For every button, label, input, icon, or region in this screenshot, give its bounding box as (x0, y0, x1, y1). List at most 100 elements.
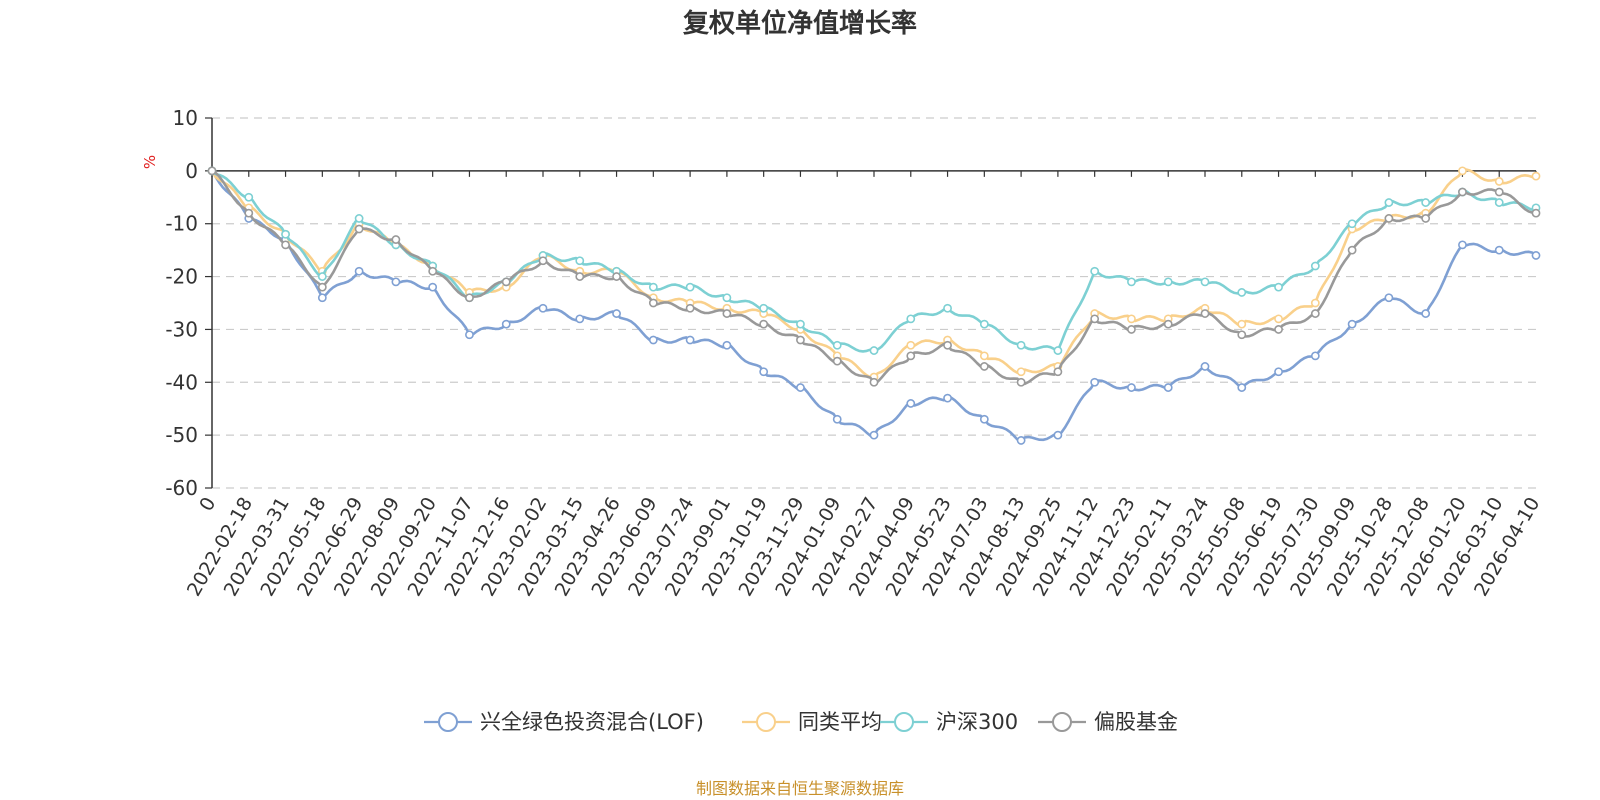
data-point (722, 293, 732, 303)
data-point (869, 346, 879, 355)
data-point (244, 208, 254, 218)
data-point (759, 303, 769, 313)
data-point (354, 266, 364, 276)
data-point (1310, 351, 1320, 361)
data-point (1237, 330, 1247, 340)
data-point (832, 414, 842, 424)
data-point (1531, 171, 1541, 181)
data-point (1347, 319, 1357, 329)
legend: 兴全绿色投资混合(LOF) 同类平均 沪深300 偏股基金 (424, 710, 1178, 734)
y-tick-label: -50 (165, 423, 198, 447)
y-tick-label: -10 (165, 212, 198, 236)
legend-label: 同类平均 (798, 710, 882, 734)
data-point (1237, 319, 1247, 329)
legend-item[interactable]: 沪深300 (880, 710, 1018, 734)
data-point (1200, 309, 1210, 318)
data-point (1310, 298, 1320, 308)
data-point (1016, 377, 1026, 387)
data-point (1274, 325, 1283, 334)
data-point (1090, 377, 1100, 387)
data-point (391, 277, 401, 287)
data-point (1016, 436, 1026, 445)
x-tick-label: 0 (195, 494, 220, 515)
data-point (759, 367, 769, 377)
data-point (1421, 309, 1431, 318)
y-unit-label: % (141, 155, 159, 169)
data-point (832, 340, 842, 350)
legend-item[interactable]: 兴全绿色投资混合(LOF) (424, 710, 704, 734)
data-point (1127, 383, 1136, 392)
data-point (612, 309, 621, 318)
legend-swatch-marker (438, 712, 458, 732)
data-point (391, 235, 401, 244)
data-point (979, 414, 989, 424)
data-point (1494, 245, 1504, 255)
data-point (1200, 277, 1210, 287)
data-point (1384, 214, 1394, 223)
data-point (1531, 251, 1541, 260)
data-point (943, 340, 952, 350)
data-point (722, 340, 732, 350)
data-point (1053, 367, 1063, 377)
data-point (1237, 383, 1247, 392)
data-point (281, 229, 290, 239)
data-point (943, 303, 952, 313)
legend-item[interactable]: 偏股基金 (1038, 710, 1178, 734)
legend-swatch-marker (894, 712, 914, 732)
data-point (906, 340, 916, 350)
data-point (1274, 314, 1283, 324)
data-point (1458, 166, 1467, 176)
data-point (906, 351, 916, 361)
legend-item[interactable]: 同类平均 (742, 710, 882, 734)
data-point (1163, 383, 1173, 392)
y-tick-label: -60 (165, 476, 198, 500)
data-point (1421, 198, 1431, 207)
data-point (281, 240, 290, 250)
data-point (244, 192, 254, 202)
data-point (1274, 282, 1283, 292)
data-point (759, 319, 769, 329)
data-point (1494, 187, 1504, 197)
series-lines (207, 166, 1541, 445)
legend-label: 兴全绿色投资混合(LOF) (480, 710, 704, 734)
data-point (1163, 319, 1173, 329)
data-point (1090, 266, 1100, 276)
data-point (428, 266, 438, 276)
data-point (1163, 277, 1173, 287)
data-point (1016, 340, 1026, 350)
y-tick-label: -40 (165, 370, 198, 394)
data-point (207, 166, 217, 176)
data-point (685, 335, 695, 345)
data-point (317, 272, 327, 281)
data-point (1053, 346, 1063, 355)
data-source-note: 制图数据来自恒生聚源数据库 (696, 779, 904, 798)
data-point (1127, 325, 1136, 334)
y-tick-label: -30 (165, 317, 198, 341)
data-point (501, 319, 511, 329)
data-point (1310, 261, 1320, 271)
data-point (1531, 208, 1541, 218)
legend-swatch-marker (756, 712, 776, 732)
data-point (648, 298, 658, 308)
data-point (1458, 240, 1467, 250)
data-point (1384, 198, 1394, 207)
data-point (1347, 245, 1357, 255)
data-point (869, 377, 879, 387)
data-point (575, 272, 585, 281)
data-point (796, 319, 805, 329)
data-point (1494, 177, 1504, 186)
legend-label: 偏股基金 (1094, 710, 1178, 734)
data-point (796, 383, 805, 392)
data-point (979, 351, 989, 361)
data-point (465, 293, 474, 303)
data-point (538, 256, 548, 266)
legend-label: 沪深300 (936, 710, 1018, 734)
chart-title: 复权单位净值增长率 (683, 8, 917, 39)
data-point (1016, 367, 1026, 377)
data-point (943, 393, 952, 403)
data-point (1494, 198, 1504, 207)
data-point (317, 293, 327, 303)
data-point (979, 319, 989, 329)
data-point (648, 335, 658, 345)
